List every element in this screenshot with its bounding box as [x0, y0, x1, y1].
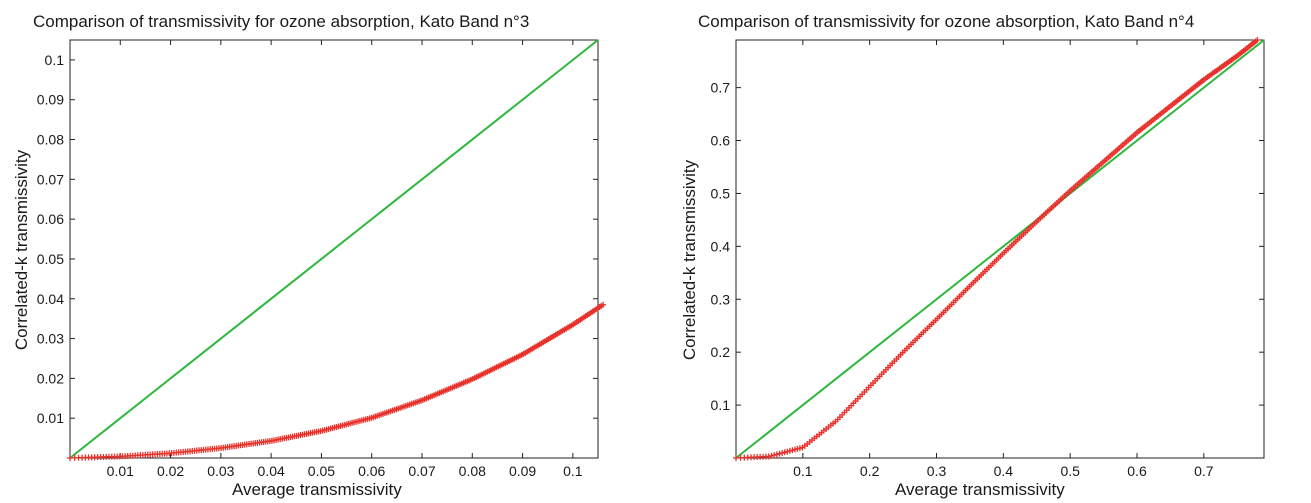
y-tick-label: 0.2: [711, 344, 731, 360]
x-tick-label: 0.1: [563, 463, 583, 479]
y-tick-label: 0.3: [711, 291, 731, 307]
x-tick-label: 0.03: [207, 463, 234, 479]
marker-series: [733, 37, 1261, 461]
x-tick-label: 0.7: [1194, 463, 1214, 479]
y-tick-label: 0.03: [37, 331, 64, 347]
y-tick-label: 0.4: [711, 238, 731, 254]
x-tick-label: 0.07: [408, 463, 435, 479]
y-axis-label: Correlated-k transmissivity: [680, 159, 699, 361]
x-tick-label: 0.1: [793, 463, 813, 479]
y-tick-label: 0.08: [37, 132, 64, 148]
y-tick-label: 0.04: [37, 291, 64, 307]
x-tick-label: 0.05: [308, 463, 335, 479]
data-point-marker: [773, 451, 780, 458]
chart-plot-area: 0.1 0.2 0.3 0.4 0.5 0.6 0.7 0.1 0.2 0.3 0.4 0.5 0.6 0…: [711, 37, 1265, 479]
y-tick-label: 0.6: [711, 133, 731, 149]
data-point-marker: [768, 452, 775, 459]
x-axis-label: Average transmissivity: [895, 480, 1065, 499]
diagonal-reference-line: [69, 39, 599, 459]
marker-series: [67, 301, 607, 461]
y-tick-label: 0.5: [711, 185, 731, 201]
data-point-marker: [1254, 37, 1261, 43]
y-tick-label: 0.1: [711, 397, 731, 413]
x-tick-label: 0.5: [1060, 463, 1080, 479]
y-tick-label: 0.01: [37, 410, 64, 426]
x-tick-label: 0.04: [258, 463, 285, 479]
diagonal-reference-line: [735, 39, 1265, 459]
y-tick-label: 0.07: [37, 171, 64, 187]
x-tick-label: 0.4: [994, 463, 1014, 479]
y-tick-label: 0.02: [37, 370, 64, 386]
x-tick-label: 0.3: [927, 463, 947, 479]
x-tick-label: 0.6: [1127, 463, 1147, 479]
y-tick-label: 0.1: [45, 52, 65, 68]
x-tick-label: 0.09: [509, 463, 536, 479]
x-axis-label: Average transmissivity: [232, 480, 402, 499]
y-tick-label: 0.7: [711, 80, 731, 96]
y-tick-label: 0.06: [37, 211, 64, 227]
data-point-marker: [771, 452, 778, 459]
data-point-marker: [600, 301, 607, 308]
x-tick-label: 0.02: [157, 463, 184, 479]
x-tick-label: 0.06: [358, 463, 385, 479]
chart-title: Comparison of transmissivity for ozone a…: [33, 12, 530, 31]
y-tick-label: 0.09: [37, 92, 64, 108]
x-tick-label: 0.08: [459, 463, 486, 479]
x-tick-label: 0.2: [860, 463, 880, 479]
x-tick-label: 0.01: [107, 463, 134, 479]
chart-plot-area: 0.01 0.02 0.03 0.04 0.05 0.06 0.07 0.08 0.09 0.1 0…: [37, 39, 607, 479]
y-axis-label: Correlated-k transmissivity: [12, 149, 31, 351]
chart-title: Comparison of transmissivity for ozone a…: [698, 12, 1195, 31]
y-tick-label: 0.05: [37, 251, 64, 267]
